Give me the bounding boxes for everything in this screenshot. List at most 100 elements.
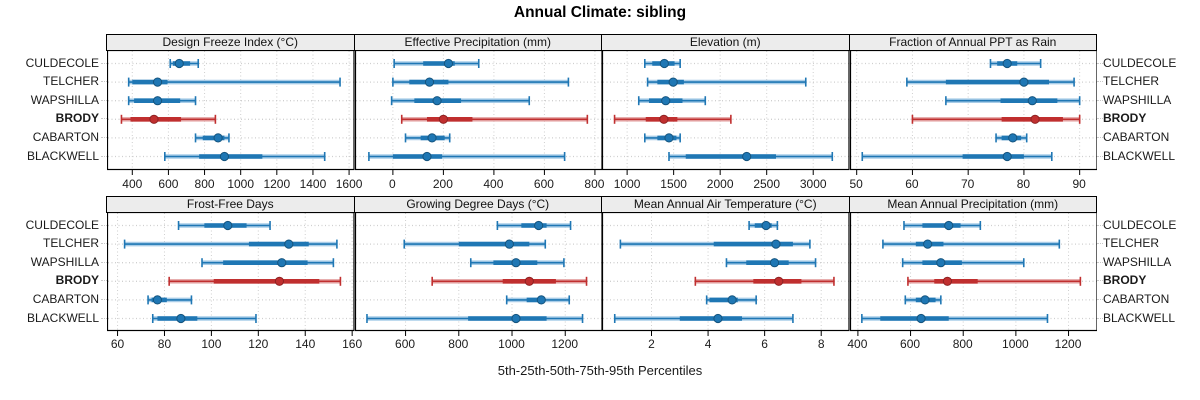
axis-tick-effective-precipitation-mm-0: 0 bbox=[389, 177, 396, 191]
median-dot-wapshilla-effective-precipitation-mm bbox=[431, 96, 442, 106]
row-leader-left bbox=[101, 280, 107, 282]
median-dot-cabarton-design-freeze-index-c bbox=[213, 133, 223, 143]
axis-tick-effective-precipitation-mm-800: 800 bbox=[584, 177, 605, 191]
row-leader-right bbox=[1097, 224, 1103, 226]
bar-brody-fraction-of-annual-ppt-as-rain bbox=[911, 114, 1080, 124]
row-leader-right bbox=[1097, 298, 1103, 300]
bar-wapshilla-growing-degree-days-c bbox=[469, 258, 565, 268]
site-label-left-cabarton: CABARTON bbox=[32, 129, 99, 144]
axis-tick-mean-annual-air-temperature-c-2: 2 bbox=[648, 337, 655, 351]
site-label-right-blackwell: BLACKWELL bbox=[1103, 148, 1176, 163]
site-label-right-brody: BRODY bbox=[1103, 273, 1147, 288]
median-dot-blackwell-mean-annual-air-temperature-c bbox=[713, 313, 723, 324]
row-leader-right bbox=[1097, 280, 1103, 282]
median-dot-blackwell-frost-free-days bbox=[176, 313, 186, 324]
row-leader-right bbox=[1097, 81, 1103, 83]
bar-blackwell-design-freeze-index-c bbox=[164, 151, 326, 162]
bar-cabarton-growing-degree-days-c bbox=[505, 295, 570, 305]
bar-telcher-elevation-m bbox=[646, 77, 807, 87]
panel-canvas-mean-annual-precipitation-mm bbox=[849, 211, 1098, 336]
median-dot-blackwell-design-freeze-index-c bbox=[219, 151, 230, 162]
median-dot-culdecole-mean-annual-air-temperature-c bbox=[761, 220, 771, 231]
row-leader-right bbox=[1097, 261, 1103, 263]
median-dot-culdecole-frost-free-days bbox=[223, 220, 233, 231]
median-dot-brody-mean-annual-precipitation-mm bbox=[942, 276, 952, 286]
panel-strip-effective-precipitation-mm: Effective Precipitation (mm) bbox=[353, 34, 602, 51]
site-label-left-wapshilla: WAPSHILLA bbox=[30, 92, 99, 107]
bar-brody-design-freeze-index-c bbox=[120, 114, 217, 124]
bar-brody-mean-annual-air-temperature-c bbox=[694, 276, 835, 286]
median-dot-culdecole-effective-precipitation-mm bbox=[443, 58, 453, 69]
site-label-right-brody: BRODY bbox=[1103, 111, 1147, 126]
axis-tick-design-freeze-index-c-1200: 1200 bbox=[263, 177, 291, 191]
bar-culdecole-fraction-of-annual-ppt-as-rain bbox=[989, 58, 1041, 69]
site-label-right-telcher: TELCHER bbox=[1103, 236, 1160, 251]
bar-culdecole-design-freeze-index-c bbox=[169, 58, 200, 69]
site-label-right-wapshilla: WAPSHILLA bbox=[1103, 92, 1172, 107]
axis-tick-growing-degree-days-c-1200: 1200 bbox=[551, 337, 579, 351]
axis-tick-design-freeze-index-c-800: 800 bbox=[194, 177, 215, 191]
axis-tick-frost-free-days-120: 120 bbox=[248, 337, 269, 351]
bar-cabarton-mean-annual-precipitation-mm bbox=[903, 295, 942, 305]
panel-strip-fraction-of-annual-ppt-as-rain: Fraction of Annual PPT as Rain bbox=[848, 34, 1097, 51]
median-dot-telcher-design-freeze-index-c bbox=[152, 77, 163, 87]
median-dot-telcher-effective-precipitation-mm bbox=[424, 77, 434, 87]
row-leader-left bbox=[101, 99, 107, 101]
median-dot-blackwell-growing-degree-days-c bbox=[510, 313, 521, 324]
axis-tick-fraction-of-annual-ppt-as-rain-70: 70 bbox=[960, 177, 975, 191]
panel-design-freeze-index-c bbox=[106, 49, 355, 176]
bar-brody-mean-annual-precipitation-mm bbox=[906, 276, 1081, 286]
bar-wapshilla-fraction-of-annual-ppt-as-rain bbox=[944, 96, 1080, 106]
row-leader-left bbox=[101, 224, 107, 226]
site-label-left-wapshilla: WAPSHILLA bbox=[30, 254, 99, 269]
bar-telcher-frost-free-days bbox=[123, 239, 338, 249]
axis-tick-mean-annual-air-temperature-c-8: 8 bbox=[817, 337, 825, 351]
chart-title: Annual Climate: sibling bbox=[513, 4, 687, 21]
axis-tick-fraction-of-annual-ppt-as-rain-90: 90 bbox=[1072, 177, 1086, 191]
median-dot-brody-design-freeze-index-c bbox=[149, 114, 159, 124]
median-dot-culdecole-design-freeze-index-c bbox=[174, 58, 184, 69]
axis-tick-elevation-m-3000: 3000 bbox=[799, 177, 827, 191]
axis-tick-fraction-of-annual-ppt-as-rain-80: 80 bbox=[1016, 177, 1031, 191]
bar-telcher-mean-annual-precipitation-mm bbox=[881, 239, 1060, 249]
site-label-left-culdecole: CULDECOLE bbox=[25, 55, 99, 70]
median-dot-wapshilla-fraction-of-annual-ppt-as-rain bbox=[1027, 96, 1037, 106]
axis-tick-effective-precipitation-mm-600: 600 bbox=[533, 177, 554, 191]
panel-growing-degree-days-c bbox=[354, 211, 603, 337]
row-leader-left bbox=[101, 243, 107, 245]
median-dot-wapshilla-frost-free-days bbox=[277, 258, 287, 268]
axis-tick-elevation-m-2000: 2000 bbox=[706, 177, 734, 191]
site-label-left-brody: BRODY bbox=[55, 111, 99, 126]
row-leader-right bbox=[1097, 317, 1103, 319]
bar-blackwell-effective-precipitation-mm bbox=[367, 151, 565, 162]
row-leader-right bbox=[1097, 243, 1103, 245]
median-dot-culdecole-elevation-m bbox=[659, 58, 669, 69]
panel-strip-frost-free-days: Frost-Free Days bbox=[106, 196, 355, 213]
axis-tick-growing-degree-days-c-1000: 1000 bbox=[498, 337, 525, 351]
bar-blackwell-mean-annual-precipitation-mm bbox=[860, 313, 1048, 324]
row-leader-right bbox=[1097, 118, 1103, 120]
panel-fraction-of-annual-ppt-as-rain bbox=[849, 49, 1098, 176]
median-dot-cabarton-fraction-of-annual-ppt-as-rain bbox=[1007, 133, 1017, 143]
median-dot-telcher-growing-degree-days-c bbox=[504, 239, 514, 249]
median-dot-telcher-mean-annual-precipitation-mm bbox=[922, 239, 932, 249]
site-label-right-wapshilla: WAPSHILLA bbox=[1103, 254, 1172, 269]
row-leader-left bbox=[101, 136, 107, 138]
site-label-right-cabarton: CABARTON bbox=[1103, 129, 1170, 144]
bar-cabarton-frost-free-days bbox=[147, 295, 193, 305]
axis-tick-mean-annual-air-temperature-c-4: 4 bbox=[704, 337, 712, 351]
panel-canvas-mean-annual-air-temperature-c bbox=[601, 211, 850, 336]
median-dot-wapshilla-design-freeze-index-c bbox=[152, 96, 163, 106]
median-dot-brody-fraction-of-annual-ppt-as-rain bbox=[1029, 114, 1040, 124]
median-dot-cabarton-growing-degree-days-c bbox=[536, 295, 546, 305]
median-dot-cabarton-elevation-m bbox=[664, 133, 674, 143]
row-leader-left bbox=[101, 62, 107, 64]
median-dot-cabarton-effective-precipitation-mm bbox=[426, 133, 437, 143]
bar-cabarton-effective-precipitation-mm bbox=[404, 133, 451, 143]
panel-strip-mean-annual-precipitation-mm: Mean Annual Precipitation (mm) bbox=[848, 196, 1097, 213]
bar-culdecole-elevation-m bbox=[644, 58, 681, 69]
row-leader-left bbox=[101, 317, 107, 319]
axis-tick-mean-annual-air-temperature-c-6: 6 bbox=[761, 337, 768, 351]
axis-tick-frost-free-days-60: 60 bbox=[110, 337, 125, 351]
